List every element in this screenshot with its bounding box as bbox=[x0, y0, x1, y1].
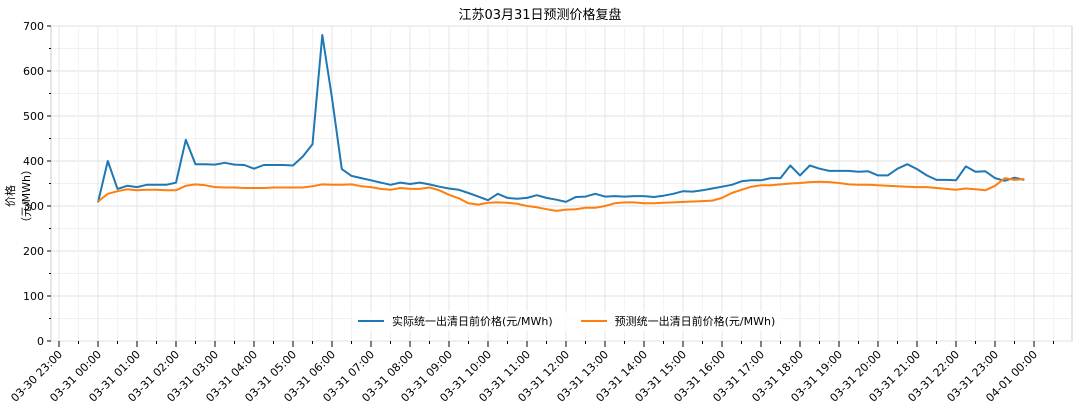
y-axis-label: 价格（元/MWh） bbox=[4, 163, 33, 229]
legend-label-actual: 实际统一出清日前价格(元/MWh) bbox=[392, 315, 553, 328]
y-tick-label: 600 bbox=[23, 65, 44, 78]
y-tick-label: 700 bbox=[23, 20, 44, 33]
legend-swatch-actual bbox=[358, 319, 384, 323]
data-lines bbox=[97, 34, 1025, 212]
legend-label-forecast: 预测统一出清日前价格(元/MWh) bbox=[614, 315, 776, 328]
y-tick-label: 200 bbox=[23, 245, 44, 258]
y-tick-label: 100 bbox=[23, 290, 44, 303]
legend: 实际统一出清日前价格(元/MWh) 预测统一出清日前价格(元/MWh) bbox=[352, 311, 782, 331]
forecast-price-line bbox=[97, 177, 1025, 212]
y-axis-ticks: 0 100 200 300 400 500 600 700 bbox=[23, 20, 51, 348]
actual-price-line bbox=[97, 34, 1025, 203]
y-tick-label: 300 bbox=[23, 200, 44, 213]
chart-title: 江苏03月31日预测价格复盘 bbox=[458, 8, 622, 23]
legend-swatch-forecast bbox=[580, 319, 607, 323]
legend-item-forecast: 预测统一出清日前价格(元/MWh) bbox=[580, 313, 776, 329]
y-tick-label: 0 bbox=[37, 335, 44, 348]
legend-item-actual: 实际统一出清日前价格(元/MWh) bbox=[358, 313, 553, 329]
y-tick-label: 400 bbox=[23, 155, 44, 168]
y-tick-label: 500 bbox=[23, 110, 44, 123]
